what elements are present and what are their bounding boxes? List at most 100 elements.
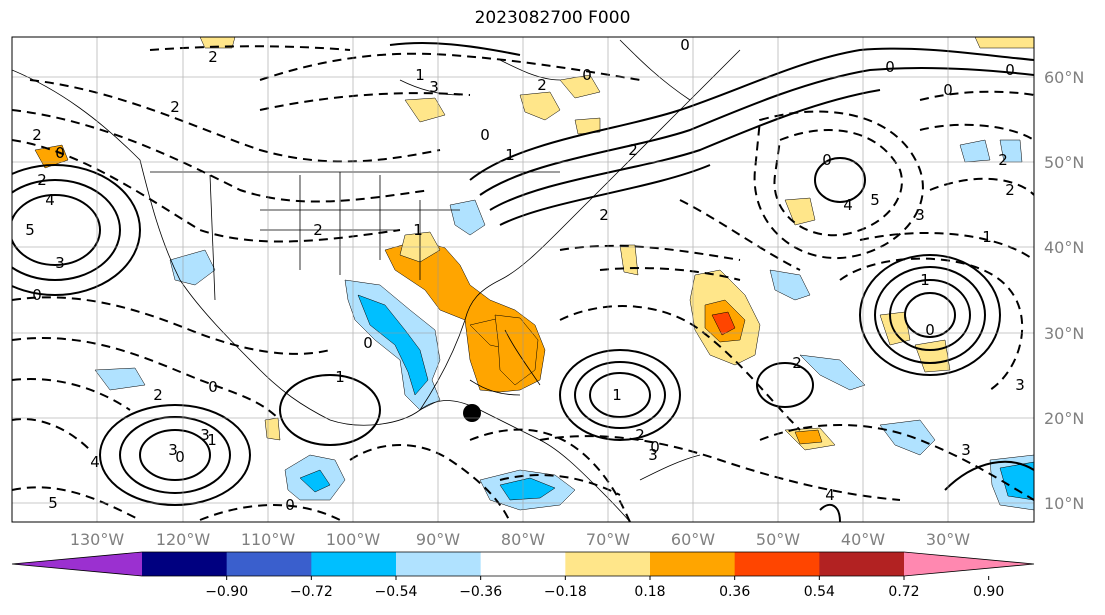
lat-label: 20°N xyxy=(1044,409,1084,428)
colorbar-segment xyxy=(311,552,397,576)
contour-label: 2 xyxy=(313,221,323,239)
colorbar-tick-label: 0.54 xyxy=(804,584,835,600)
contour-label: 3 xyxy=(200,426,210,444)
dashed-contours xyxy=(12,45,1034,522)
colorbar-tick-label: −0.36 xyxy=(459,584,502,600)
contour-label: 1 xyxy=(920,271,930,289)
contour-label: 1 xyxy=(415,66,425,84)
contour-label: 0 xyxy=(943,81,953,99)
longitude-labels: 130°W 120°W 110°W 100°W 90°W 80°W 70°W 6… xyxy=(70,530,970,549)
colorbar-tick-label: 0.36 xyxy=(719,584,750,600)
contour-label: 4 xyxy=(45,191,55,209)
contour-label: 2 xyxy=(1005,181,1015,199)
lon-label: 90°W xyxy=(416,530,460,549)
contour-label: 0 xyxy=(480,126,490,144)
grid-lines xyxy=(12,37,1034,522)
contour-label: 1 xyxy=(982,228,992,246)
storm-center-marker xyxy=(463,404,481,422)
colorbar-tick-label: 0.72 xyxy=(888,584,919,600)
colorbar-tick-label: −0.54 xyxy=(375,584,418,600)
colorbar-segment xyxy=(480,552,566,576)
solid-contours xyxy=(12,42,1034,522)
contour-label: 3 xyxy=(648,446,658,464)
lon-label: 110°W xyxy=(241,530,296,549)
contour-label: 0 xyxy=(208,378,218,396)
contour-label: 0 xyxy=(55,144,65,162)
colorbar: −0.90 −0.72 −0.54 −0.36 −0.18 0.18 0.36 0.54 0.7… xyxy=(11,551,1035,600)
contour-label: 2 xyxy=(153,386,163,404)
lat-label: 50°N xyxy=(1044,153,1084,172)
contour-label: 5 xyxy=(48,494,58,512)
lon-label: 70°W xyxy=(586,530,630,549)
contour-label: 2 xyxy=(599,206,609,224)
contour-label: 1 xyxy=(612,386,622,404)
contour-label: 2 xyxy=(537,76,547,94)
contour-label: 0 xyxy=(582,66,592,84)
colorbar-segment xyxy=(565,552,651,576)
lon-label: 60°W xyxy=(671,530,715,549)
contour-label: 0 xyxy=(925,321,935,339)
contour-label: 3 xyxy=(1015,376,1025,394)
contour-label: 0 xyxy=(175,448,185,466)
contour-label: 1 xyxy=(207,431,217,449)
lat-label: 60°N xyxy=(1044,68,1084,87)
contour-label: 5 xyxy=(870,191,880,209)
lon-label: 100°W xyxy=(326,530,381,549)
contour-label: 2 xyxy=(998,151,1008,169)
contour-label: 3 xyxy=(915,206,925,224)
contour-label: 1 xyxy=(505,146,515,164)
colorbar-tick-label: −0.72 xyxy=(290,584,333,600)
map-title: 2023082700 F000 xyxy=(474,8,631,28)
colorbar-extend-low xyxy=(12,552,142,576)
colorbar-tick-label: 0.18 xyxy=(634,584,665,600)
contour-label: 2 xyxy=(208,48,218,66)
contour-label: 4 xyxy=(843,196,853,214)
map-frame xyxy=(11,36,1035,523)
contour-label: 0 xyxy=(285,496,295,514)
contour-label: 3 xyxy=(429,78,439,96)
contour-label: 1 xyxy=(335,368,345,386)
colorbar-segment xyxy=(226,552,312,576)
contour-label: 4 xyxy=(90,453,100,471)
contour-label: 0 xyxy=(32,286,42,304)
colorbar-segment xyxy=(734,552,820,576)
contour-label: 4 xyxy=(825,486,835,504)
colorbar-outline xyxy=(11,551,1035,577)
lon-label: 120°W xyxy=(156,530,211,549)
colorbar-segment xyxy=(650,552,736,576)
lon-label: 50°W xyxy=(756,530,800,549)
contour-label: 0 xyxy=(822,151,832,169)
contour-label: 2 xyxy=(32,126,42,144)
contour-label: 0 xyxy=(650,438,660,456)
colorbar-tick-label: −0.18 xyxy=(544,584,587,600)
contour-label: 0 xyxy=(680,36,690,54)
contour-label: 0 xyxy=(885,58,895,76)
contour-label: 2 xyxy=(628,141,638,159)
lon-label: 30°W xyxy=(926,530,970,549)
lon-label: 40°W xyxy=(841,530,885,549)
contour-label: 5 xyxy=(25,221,35,239)
colorbar-segment xyxy=(142,552,228,576)
contour-label: 3 xyxy=(961,441,971,459)
contour-label: 0 xyxy=(363,334,373,352)
contour-label: 2 xyxy=(37,171,47,189)
contour-label: 2 xyxy=(792,354,802,372)
contour-label: 0 xyxy=(1005,61,1015,79)
colorbar-segment xyxy=(396,552,482,576)
colorbar-extend-high xyxy=(904,552,1034,576)
contour-label: 2 xyxy=(170,98,180,116)
lat-label: 40°N xyxy=(1044,238,1084,257)
latitude-labels: 60°N 50°N 40°N 30°N 20°N 10°N xyxy=(1044,68,1084,513)
contour-label: 3 xyxy=(168,441,178,459)
shaded-regions xyxy=(34,37,1034,511)
colorbar-segment xyxy=(819,552,905,576)
contour-label: 1 xyxy=(413,221,423,239)
lat-label: 30°N xyxy=(1044,324,1084,343)
contour-label: 3 xyxy=(55,254,65,272)
contour-label: 2 xyxy=(635,426,645,444)
lon-label: 80°W xyxy=(501,530,545,549)
colorbar-tick-label: 0.90 xyxy=(973,584,1004,600)
colorbar-tick-label: −0.90 xyxy=(205,584,248,600)
